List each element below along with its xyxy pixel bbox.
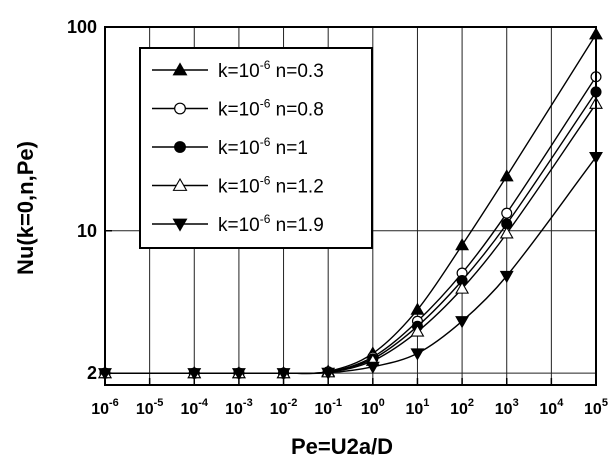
x-tick-label: 10-2 <box>270 397 298 418</box>
data-point-marker <box>499 226 514 239</box>
data-point-marker <box>455 281 470 294</box>
y-axis-label: Nu(k=0,n,Pe) <box>13 141 38 275</box>
y-tick-label: 10 <box>77 221 97 241</box>
series-layer <box>98 27 603 381</box>
data-point-marker <box>321 367 336 380</box>
data-point-marker <box>365 361 380 374</box>
ticks: 10-6 10-5 10-4 10-3 10-2 10-1 100 101 102 103 104 1… <box>67 17 608 418</box>
data-point-marker <box>410 302 425 315</box>
legend-marker <box>174 141 186 153</box>
x-tick-label: 102 <box>450 397 474 418</box>
y-tick-label: 2 <box>87 363 97 383</box>
x-tick-label: 100 <box>361 397 385 418</box>
legend-label: k=10-6 n=1 <box>218 135 308 159</box>
legend-marker <box>172 218 188 232</box>
legend: k=10-6 n=0.3 k=10-6 n=0.8 k=10-6 n=1 k=10-6… <box>139 47 373 249</box>
legend-marker <box>172 177 188 191</box>
x-tick-label: 10-3 <box>225 397 253 418</box>
legend-label: k=10-6 n=0.3 <box>218 58 324 82</box>
legend-label: k=10-6 n=1.9 <box>218 212 324 236</box>
x-tick-label: 10-5 <box>136 397 164 418</box>
legend-item: k=10-6 n=1.2 <box>152 174 324 198</box>
data-point-marker <box>187 368 202 381</box>
data-point-marker <box>499 270 514 284</box>
data-point-marker <box>276 368 291 381</box>
data-point-marker <box>410 324 425 337</box>
legend-label: k=10-6 n=1.2 <box>218 174 324 198</box>
legend-item: k=10-6 n=0.3 <box>152 58 324 82</box>
data-point-marker <box>410 348 425 361</box>
data-point-marker <box>455 316 470 329</box>
data-point-marker <box>499 169 514 182</box>
legend-item: k=10-6 n=1.9 <box>152 212 324 236</box>
legend-marker <box>172 62 188 76</box>
x-axis-label: Pe=U2a/D <box>291 434 393 459</box>
x-tick-label: 10-6 <box>91 397 119 418</box>
data-point-marker <box>455 238 470 251</box>
legend-item: k=10-6 n=0.8 <box>152 97 324 121</box>
plot-frame <box>104 26 597 386</box>
x-tick-label: 101 <box>405 397 429 418</box>
x-tick-label: 10-4 <box>180 397 208 418</box>
y-tick-label: 100 <box>67 17 97 37</box>
x-tick-label: 105 <box>584 397 608 418</box>
x-tick-label: 10-1 <box>314 397 342 418</box>
x-tick-label: 104 <box>539 397 564 418</box>
series-5 <box>98 152 603 381</box>
legend-item: k=10-6 n=1 <box>152 135 308 159</box>
x-tick-label: 103 <box>495 397 519 418</box>
legend-label: k=10-6 n=0.8 <box>218 97 324 121</box>
data-point-marker <box>501 207 513 219</box>
legend-marker <box>174 102 186 115</box>
data-point-marker <box>231 368 246 381</box>
